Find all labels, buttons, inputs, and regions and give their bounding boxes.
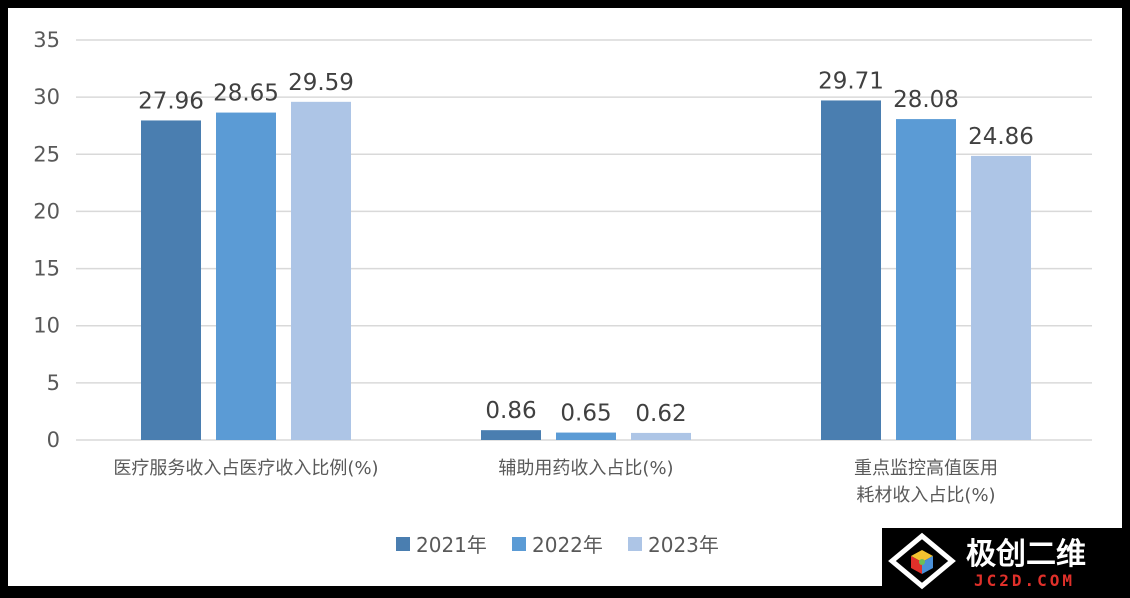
category-label: 辅助用药收入占比(%) [498, 458, 673, 479]
watermark-logo-icon [888, 532, 956, 590]
bar [291, 101, 351, 440]
y-tick-label: 15 [33, 257, 60, 281]
legend-label: 2021年 [416, 533, 487, 557]
bar [216, 112, 276, 441]
y-tick-label: 10 [33, 314, 60, 338]
y-axis-ticks: 0 5 10 15 20 25 30 35 [33, 28, 60, 452]
y-tick-label: 20 [33, 199, 60, 223]
y-tick-label: 35 [33, 28, 60, 52]
category-label: 重点监控高值医用 [854, 458, 998, 479]
legend: 2021年 2022年 2023年 [396, 533, 719, 557]
legend-swatch [396, 537, 410, 551]
y-tick-label: 0 [47, 428, 60, 452]
value-labels: 27.96 28.65 29.59 0.86 0.65 0.62 29.71 28.08 24.… [138, 68, 1034, 426]
y-tick-label: 25 [33, 142, 60, 166]
data-label: 0.86 [485, 398, 536, 424]
bar [821, 100, 881, 440]
data-label: 24.86 [968, 124, 1034, 150]
data-label: 29.71 [818, 68, 884, 94]
data-label: 0.62 [635, 401, 686, 427]
data-label: 29.59 [288, 70, 354, 96]
data-label: 27.96 [138, 88, 204, 114]
bar [141, 120, 201, 440]
bar [556, 432, 616, 440]
data-label: 0.65 [560, 401, 611, 427]
x-axis-categories: 医疗服务收入占医疗收入比例(%) 辅助用药收入占比(%) 重点监控高值医用耗材收入占… [113, 458, 998, 506]
legend-label: 2022年 [532, 533, 603, 557]
y-tick-label: 5 [47, 371, 60, 395]
data-label: 28.08 [893, 87, 959, 113]
watermark-text-en: JC2D.COM [974, 571, 1075, 590]
legend-label: 2023年 [648, 533, 719, 557]
watermark-text-cn: 极创二维 [966, 537, 1086, 572]
bars [141, 100, 1031, 441]
bar [631, 432, 691, 440]
category-label: 医疗服务收入占医疗收入比例(%) [113, 458, 378, 479]
legend-swatch [628, 537, 642, 551]
category-label: 耗材收入占比(%) [856, 485, 995, 506]
bar [896, 119, 956, 440]
bar [481, 430, 541, 440]
bar [971, 155, 1031, 440]
data-label: 28.65 [213, 81, 279, 107]
legend-swatch [512, 537, 526, 551]
y-tick-label: 30 [33, 85, 60, 109]
watermark: 极创二维 JC2D.COM [882, 528, 1130, 594]
